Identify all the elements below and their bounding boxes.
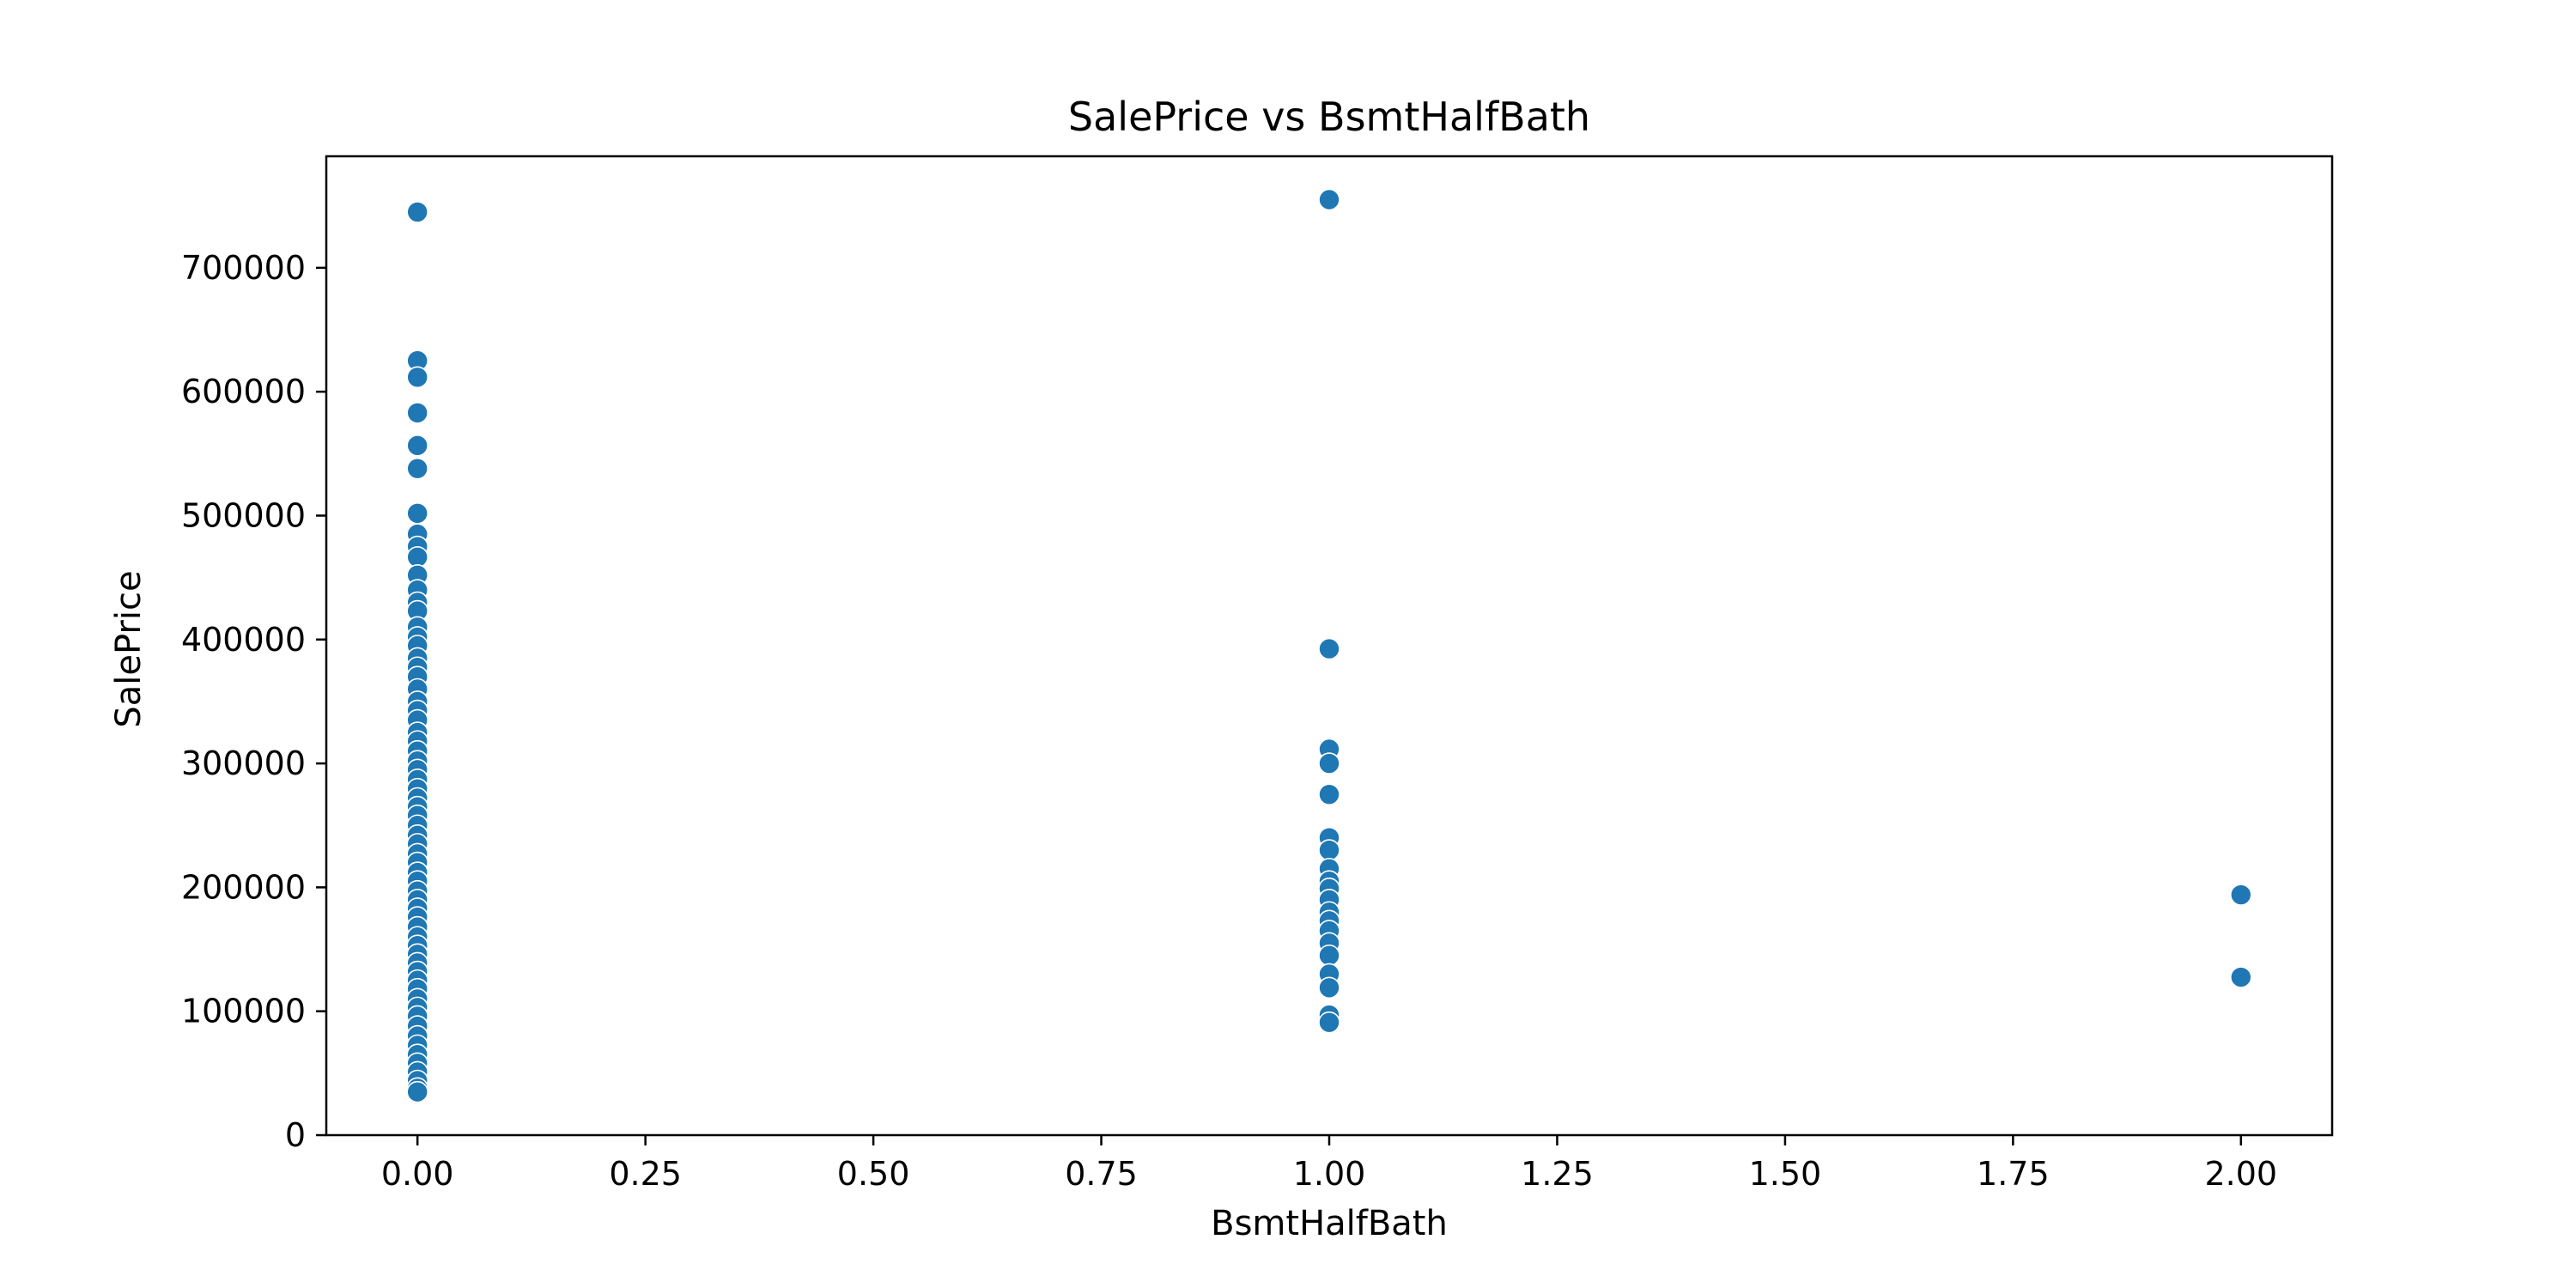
x-tick-label: 0.25 [609, 1155, 682, 1193]
data-point [1318, 839, 1340, 861]
x-axis-label: BsmtHalfBath [1211, 1204, 1448, 1243]
y-tick-label: 200000 [181, 868, 306, 906]
data-point [406, 402, 428, 424]
x-tick-label: 1.50 [1749, 1155, 1822, 1193]
data-point [406, 502, 428, 525]
x-tick-label: 1.00 [1293, 1155, 1366, 1193]
y-tick-label: 700000 [181, 249, 306, 287]
x-axis: 0.00 0.25 0.50 0.75 1.00 1.25 1.50 1.75 2.00 [381, 1135, 2277, 1193]
data-point [406, 457, 428, 480]
y-tick-label: 0 [285, 1116, 306, 1154]
data-point [1318, 752, 1340, 775]
data-point [1318, 976, 1340, 999]
x-tick-label: 2.00 [2205, 1155, 2278, 1193]
data-point [406, 1080, 428, 1103]
y-tick-label: 100000 [181, 993, 306, 1030]
y-tick-label: 500000 [181, 496, 306, 534]
data-point [1318, 1011, 1340, 1034]
data-point [2230, 966, 2252, 988]
data-point [406, 201, 428, 223]
chart-title: SalePrice vs BsmtHalfBath [1068, 94, 1590, 140]
y-axis: 0 100000 200000 300000 400000 500000 600000 700… [181, 249, 326, 1154]
x-tick-label: 0.75 [1065, 1155, 1138, 1193]
y-tick-label: 400000 [181, 621, 306, 659]
data-point [1318, 188, 1340, 211]
y-tick-label: 600000 [181, 373, 306, 410]
x-tick-label: 1.25 [1521, 1155, 1594, 1193]
x-tick-label: 0.00 [381, 1155, 454, 1193]
data-point [1318, 944, 1340, 967]
data-point [406, 366, 428, 389]
data-point [2230, 884, 2252, 906]
data-point [1318, 637, 1340, 660]
y-tick-label: 300000 [181, 744, 306, 782]
data-point [1318, 783, 1340, 805]
plot-frame [325, 155, 2334, 1137]
x-tick-label: 0.50 [837, 1155, 910, 1193]
y-axis-label: SalePrice [109, 570, 149, 727]
x-tick-label: 1.75 [1977, 1155, 2050, 1193]
plot-area [406, 188, 2252, 1103]
data-point [406, 434, 428, 457]
